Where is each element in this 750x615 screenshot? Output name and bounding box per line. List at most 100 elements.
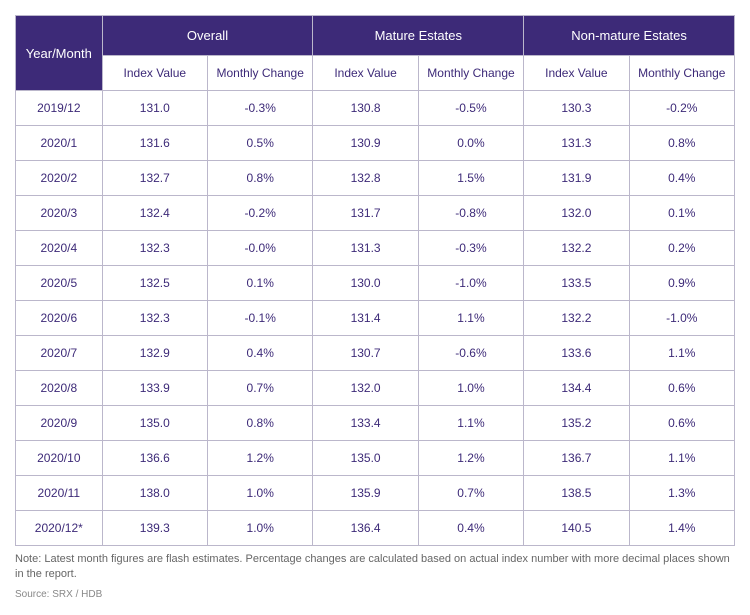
table-row: 2019/12131.0-0.3%130.8-0.5%130.3-0.2% [16, 91, 735, 126]
cell-value: 132.9 [102, 336, 207, 371]
table-row: 2020/5132.50.1%130.0-1.0%133.50.9% [16, 266, 735, 301]
cell-value: 130.7 [313, 336, 418, 371]
cell-value: 130.3 [524, 91, 629, 126]
cell-value: 133.9 [102, 371, 207, 406]
cell-year-month: 2020/6 [16, 301, 103, 336]
cell-value: 131.4 [313, 301, 418, 336]
table-row: 2020/6132.3-0.1%131.41.1%132.2-1.0% [16, 301, 735, 336]
table-row: 2020/2132.70.8%132.81.5%131.90.4% [16, 161, 735, 196]
col-mature-index: Index Value [313, 56, 418, 91]
cell-year-month: 2020/4 [16, 231, 103, 266]
cell-value: 0.0% [418, 126, 523, 161]
cell-value: 1.2% [418, 441, 523, 476]
cell-value: 0.8% [208, 406, 313, 441]
cell-value: 0.8% [629, 126, 734, 161]
cell-value: 1.4% [629, 511, 734, 546]
table-body: 2019/12131.0-0.3%130.8-0.5%130.3-0.2%202… [16, 91, 735, 546]
cell-value: 135.9 [313, 476, 418, 511]
cell-value: 0.4% [208, 336, 313, 371]
cell-value: 1.0% [208, 476, 313, 511]
cell-value: 131.6 [102, 126, 207, 161]
cell-value: 136.7 [524, 441, 629, 476]
price-index-table: Year/Month Overall Mature Estates Non-ma… [15, 15, 735, 546]
cell-value: 130.0 [313, 266, 418, 301]
cell-value: 136.4 [313, 511, 418, 546]
cell-value: 1.0% [208, 511, 313, 546]
cell-value: 132.0 [524, 196, 629, 231]
cell-value: 135.2 [524, 406, 629, 441]
col-nonmature-index: Index Value [524, 56, 629, 91]
cell-year-month: 2020/12* [16, 511, 103, 546]
cell-value: 0.6% [629, 371, 734, 406]
cell-value: 131.7 [313, 196, 418, 231]
table-row: 2020/8133.90.7%132.01.0%134.40.6% [16, 371, 735, 406]
cell-year-month: 2020/11 [16, 476, 103, 511]
cell-value: 1.1% [418, 301, 523, 336]
table-row: 2020/10136.61.2%135.01.2%136.71.1% [16, 441, 735, 476]
cell-year-month: 2020/8 [16, 371, 103, 406]
cell-value: 0.9% [629, 266, 734, 301]
cell-value: -0.3% [418, 231, 523, 266]
cell-year-month: 2020/7 [16, 336, 103, 371]
cell-value: 138.5 [524, 476, 629, 511]
cell-value: 132.3 [102, 231, 207, 266]
table-row: 2020/3132.4-0.2%131.7-0.8%132.00.1% [16, 196, 735, 231]
cell-value: 132.2 [524, 301, 629, 336]
table-row: 2020/9135.00.8%133.41.1%135.20.6% [16, 406, 735, 441]
source-text: Source: SRX / HDB [15, 589, 735, 600]
cell-value: 0.4% [629, 161, 734, 196]
cell-value: -0.1% [208, 301, 313, 336]
table-row: 2020/7132.90.4%130.7-0.6%133.61.1% [16, 336, 735, 371]
col-nonmature-change: Monthly Change [629, 56, 734, 91]
cell-value: -0.6% [418, 336, 523, 371]
cell-value: 134.4 [524, 371, 629, 406]
cell-value: 0.5% [208, 126, 313, 161]
cell-value: 131.0 [102, 91, 207, 126]
table-row: 2020/12*139.31.0%136.40.4%140.51.4% [16, 511, 735, 546]
cell-value: 1.1% [629, 441, 734, 476]
table-header-row-2: Index Value Monthly Change Index Value M… [16, 56, 735, 91]
col-mature-change: Monthly Change [418, 56, 523, 91]
table-header-row-1: Year/Month Overall Mature Estates Non-ma… [16, 16, 735, 56]
cell-value: 132.5 [102, 266, 207, 301]
cell-value: 0.1% [629, 196, 734, 231]
cell-value: 138.0 [102, 476, 207, 511]
col-overall-index: Index Value [102, 56, 207, 91]
cell-value: 132.8 [313, 161, 418, 196]
cell-value: 132.0 [313, 371, 418, 406]
cell-year-month: 2020/5 [16, 266, 103, 301]
cell-value: 131.3 [524, 126, 629, 161]
cell-value: 133.6 [524, 336, 629, 371]
cell-year-month: 2020/3 [16, 196, 103, 231]
cell-value: 130.8 [313, 91, 418, 126]
cell-year-month: 2020/1 [16, 126, 103, 161]
cell-value: 131.3 [313, 231, 418, 266]
cell-value: 133.4 [313, 406, 418, 441]
table-row: 2020/1131.60.5%130.90.0%131.30.8% [16, 126, 735, 161]
cell-value: 0.8% [208, 161, 313, 196]
col-overall-change: Monthly Change [208, 56, 313, 91]
cell-value: -1.0% [418, 266, 523, 301]
cell-value: 135.0 [313, 441, 418, 476]
cell-value: 1.1% [629, 336, 734, 371]
col-nonmature: Non-mature Estates [524, 16, 735, 56]
cell-value: 1.5% [418, 161, 523, 196]
cell-value: 133.5 [524, 266, 629, 301]
cell-year-month: 2020/10 [16, 441, 103, 476]
cell-value: -0.5% [418, 91, 523, 126]
col-mature: Mature Estates [313, 16, 524, 56]
cell-value: 132.7 [102, 161, 207, 196]
cell-value: 0.4% [418, 511, 523, 546]
cell-year-month: 2020/9 [16, 406, 103, 441]
cell-value: -0.0% [208, 231, 313, 266]
cell-value: -0.3% [208, 91, 313, 126]
cell-value: 1.3% [629, 476, 734, 511]
cell-value: 140.5 [524, 511, 629, 546]
cell-value: 1.1% [418, 406, 523, 441]
col-overall: Overall [102, 16, 313, 56]
cell-value: 132.4 [102, 196, 207, 231]
col-year-month: Year/Month [16, 16, 103, 91]
cell-value: 131.9 [524, 161, 629, 196]
table-row: 2020/11138.01.0%135.90.7%138.51.3% [16, 476, 735, 511]
cell-value: 1.0% [418, 371, 523, 406]
